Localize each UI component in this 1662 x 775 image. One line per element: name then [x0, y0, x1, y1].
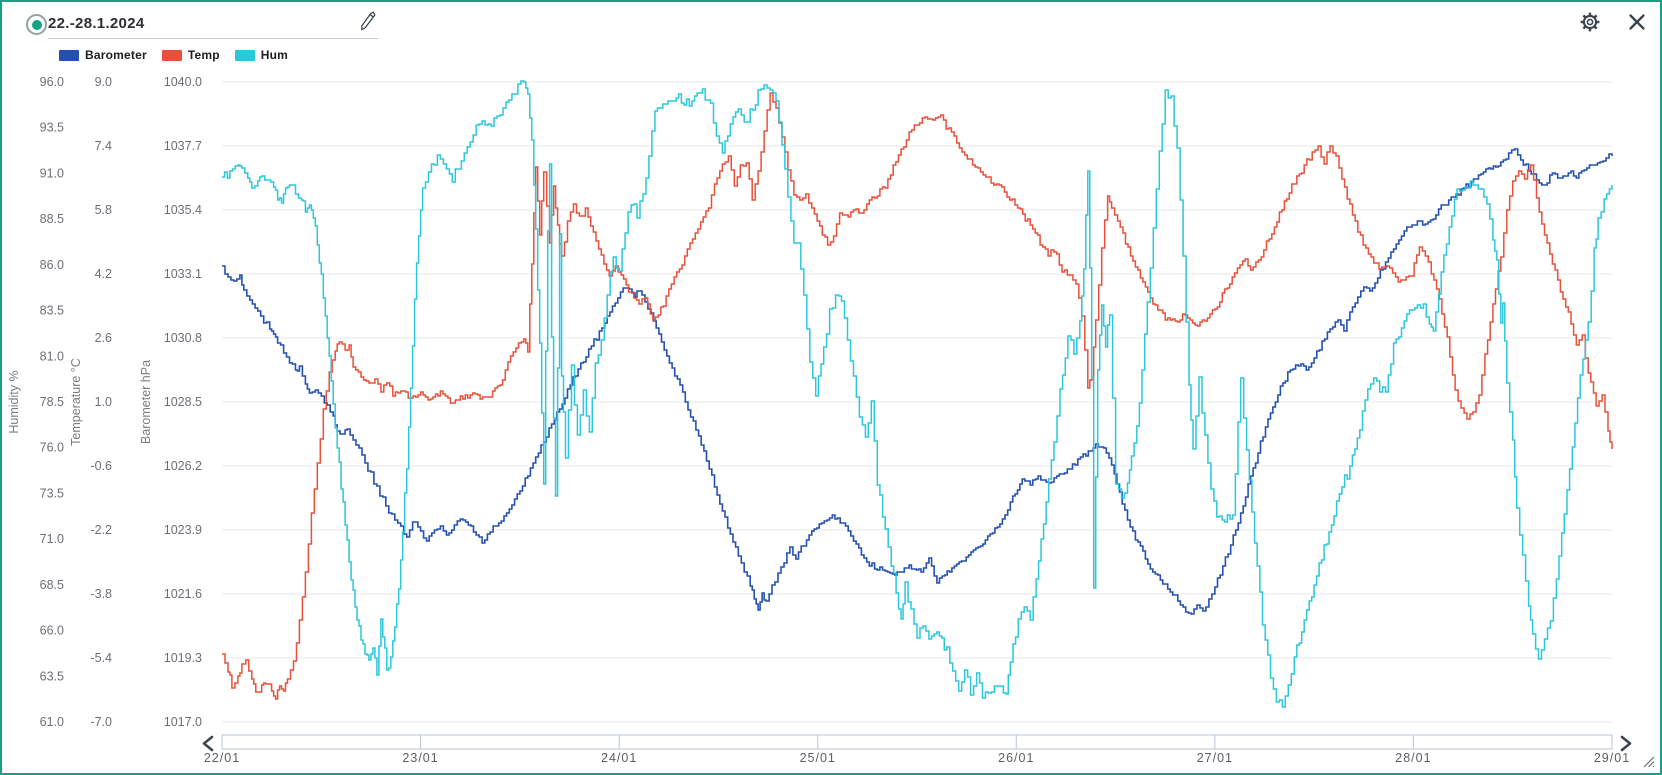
- series-path-hum: [222, 80, 1613, 708]
- x-tick-label: 29/01: [1594, 751, 1630, 765]
- y-tick-barometer: 1030.8: [164, 331, 202, 345]
- series-path-barometer: [222, 148, 1613, 615]
- x-tick-label: 23/01: [402, 751, 438, 765]
- y-tick-humidity: 96.0: [40, 75, 64, 89]
- barometer-swatch-icon: [59, 49, 79, 61]
- legend-item-temp[interactable]: Temp: [161, 48, 220, 62]
- x-tick-label: 28/01: [1395, 751, 1431, 765]
- pencil-icon: [361, 11, 376, 31]
- time-navigator-scrollbar[interactable]: [221, 734, 1613, 750]
- y-axis-title-barometer: Barometer hPa: [139, 360, 153, 444]
- y-tick-temperature: 2.6: [95, 331, 112, 345]
- close-button[interactable]: [1626, 11, 1648, 33]
- y-tick-humidity: 71.0: [40, 532, 64, 546]
- next-range-button[interactable]: [1620, 735, 1632, 752]
- prev-range-button[interactable]: [202, 735, 214, 752]
- y-tick-temperature: 7.4: [95, 139, 112, 153]
- y-tick-barometer: 1028.5: [164, 395, 202, 409]
- y-tick-temperature: 4.2: [95, 267, 112, 281]
- record-icon: [26, 14, 47, 35]
- y-tick-humidity: 81.0: [40, 349, 64, 363]
- y-tick-temperature: -2.2: [90, 523, 112, 537]
- x-tick-label: 24/01: [601, 751, 637, 765]
- resize-grip-icon: [1643, 756, 1655, 768]
- x-tick-label: 26/01: [998, 751, 1034, 765]
- legend: Barometer Temp Hum: [59, 47, 288, 63]
- y-tick-barometer: 1040.0: [164, 75, 202, 89]
- y-tick-barometer: 1035.4: [164, 203, 202, 217]
- close-icon: [1629, 14, 1645, 30]
- y-tick-barometer: 1026.2: [164, 459, 202, 473]
- y-tick-humidity: 91.0: [40, 166, 64, 180]
- y-tick-barometer: 1021.6: [164, 587, 202, 601]
- legend-label-hum: Hum: [260, 48, 289, 62]
- y-tick-humidity: 68.5: [40, 578, 64, 592]
- y-tick-temperature: -7.0: [90, 715, 112, 729]
- y-tick-humidity: 88.5: [40, 212, 64, 226]
- y-tick-humidity: 76.0: [40, 441, 64, 455]
- hum-swatch-icon: [234, 49, 255, 61]
- date-range-value: 22.-28.1.2024: [48, 15, 145, 32]
- series-group: [222, 80, 1613, 708]
- edit-button[interactable]: [358, 10, 378, 32]
- temp-swatch-icon: [161, 49, 182, 61]
- x-tick-label: 25/01: [800, 751, 836, 765]
- y-tick-barometer: 1017.0: [164, 715, 202, 729]
- y-tick-temperature: 1.0: [95, 395, 112, 409]
- settings-button[interactable]: [1579, 11, 1601, 33]
- series-path-temp: [222, 92, 1613, 700]
- y-tick-barometer: 1033.1: [164, 267, 202, 281]
- y-tick-humidity: 86.0: [40, 258, 64, 272]
- header: 22.-28.1.2024: [2, 2, 1660, 46]
- date-range-input[interactable]: 22.-28.1.2024: [48, 8, 378, 39]
- x-tick-label: 22/01: [204, 751, 240, 765]
- y-tick-barometer: 1019.3: [164, 651, 202, 665]
- y-tick-humidity: 61.0: [40, 715, 64, 729]
- legend-label-barometer: Barometer: [85, 48, 147, 62]
- y-axis-title-temperature: Temperature °C: [69, 358, 83, 446]
- y-tick-humidity: 63.5: [40, 669, 64, 683]
- y-tick-humidity: 83.5: [40, 304, 64, 318]
- y-tick-barometer: 1023.9: [164, 523, 202, 537]
- legend-item-barometer[interactable]: Barometer: [59, 48, 147, 62]
- y-tick-barometer: 1037.7: [164, 139, 202, 153]
- x-tick-label: 27/01: [1197, 751, 1233, 765]
- y-tick-humidity: 73.5: [40, 486, 64, 500]
- y-tick-humidity: 66.0: [40, 624, 64, 638]
- record-dot-icon: [31, 19, 42, 30]
- y-tick-temperature: -0.6: [90, 459, 112, 473]
- y-tick-temperature: -3.8: [90, 587, 112, 601]
- gear-icon: [1580, 12, 1600, 32]
- y-tick-humidity: 93.5: [40, 121, 64, 135]
- y-axis-title-humidity: Humidity %: [7, 370, 21, 433]
- y-tick-temperature: 9.0: [95, 75, 112, 89]
- legend-item-hum[interactable]: Hum: [234, 48, 289, 62]
- legend-label-temp: Temp: [187, 48, 220, 62]
- y-tick-humidity: 78.5: [40, 395, 64, 409]
- y-tick-temperature: -5.4: [90, 651, 112, 665]
- resize-handle[interactable]: [1641, 754, 1655, 768]
- y-tick-temperature: 5.8: [95, 203, 112, 217]
